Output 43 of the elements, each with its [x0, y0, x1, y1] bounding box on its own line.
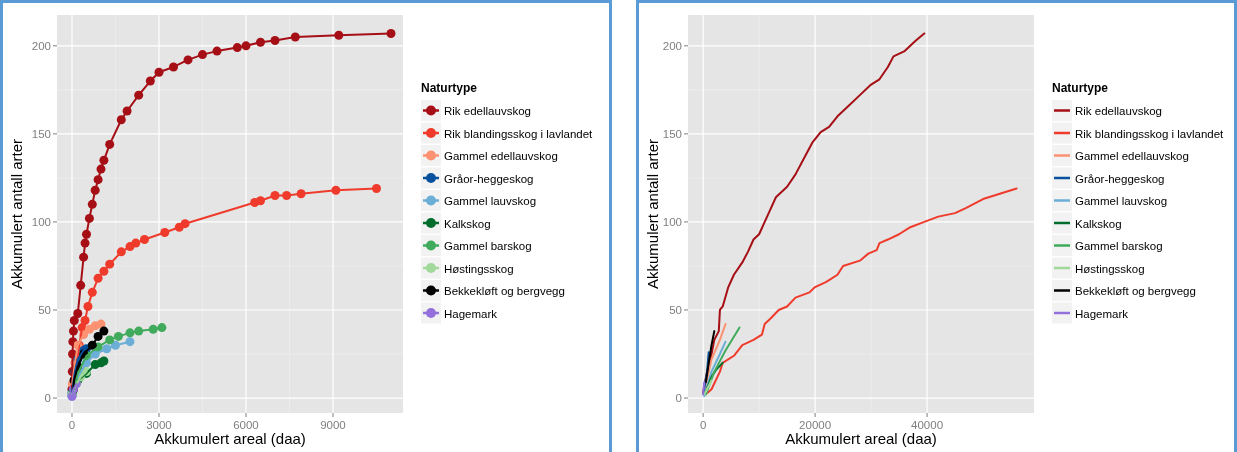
y-axis-title: Akkumulert antall arter	[644, 138, 661, 290]
y-axis-title: Akkumulert antall arter	[8, 138, 25, 290]
legend-title: Naturtype	[421, 81, 478, 95]
y-tick-label: 150	[662, 127, 682, 140]
legend-label: Rik edellauvskog	[1075, 105, 1162, 117]
y-tick-label: 0	[44, 392, 51, 405]
x-tick-label: 6000	[233, 419, 259, 431]
x-tick-label: 9000	[320, 419, 346, 431]
y-tick-label: 100	[31, 215, 51, 228]
legend-label: Rik blandingsskog i lavlandet	[1075, 127, 1225, 140]
legend-label: Gammel edellauvskog	[444, 150, 558, 162]
legend-label: Høstingsskog	[1075, 262, 1145, 275]
legend-label: Kalkskog	[1075, 217, 1122, 230]
legend-label: Gammel barskog	[1075, 240, 1163, 252]
x-tick-label: 20000	[799, 419, 832, 431]
x-axis-title: Akkumulert areal (daa)	[785, 430, 937, 447]
legend-label: Hagemark	[1075, 307, 1129, 320]
y-tick-label: 0	[675, 392, 682, 405]
legend-label: Bekkekløft og bergvegg	[1075, 285, 1196, 297]
y-tick-label: 50	[669, 303, 682, 316]
legend-title: Naturtype	[1052, 81, 1109, 95]
legend-label: Kalkskog	[444, 217, 491, 230]
legend-label: Hagemark	[444, 307, 498, 320]
legend-label: Bekkekløft og bergvegg	[444, 285, 565, 297]
legend-label: Rik blandingsskog i lavlandet	[444, 127, 594, 140]
legend-label: Gammel barskog	[444, 240, 532, 252]
legend-label: Gammel edellauvskog	[1075, 150, 1189, 162]
y-tick-label: 50	[38, 303, 51, 316]
y-tick-label: 200	[31, 39, 51, 52]
y-tick-label: 100	[662, 215, 682, 228]
x-tick-label: 0	[699, 419, 707, 431]
legend-label: Gråor-heggeskog	[444, 172, 534, 185]
legend-label: Høstingsskog	[444, 262, 514, 275]
legend-label: Gråor-heggeskog	[1075, 172, 1165, 185]
y-tick-label: 200	[662, 39, 682, 52]
x-tick-label: 40000	[911, 419, 944, 431]
x-tick-label: 0	[68, 419, 76, 431]
legend-label: Rik edellauvskog	[444, 105, 531, 117]
x-tick-label: 3000	[146, 419, 172, 431]
legend-label: Gammel lauvskog	[444, 195, 537, 207]
legend-label: Gammel lauvskog	[1075, 195, 1168, 207]
x-axis-title: Akkumulert areal (daa)	[154, 430, 306, 447]
y-tick-label: 150	[31, 127, 51, 140]
